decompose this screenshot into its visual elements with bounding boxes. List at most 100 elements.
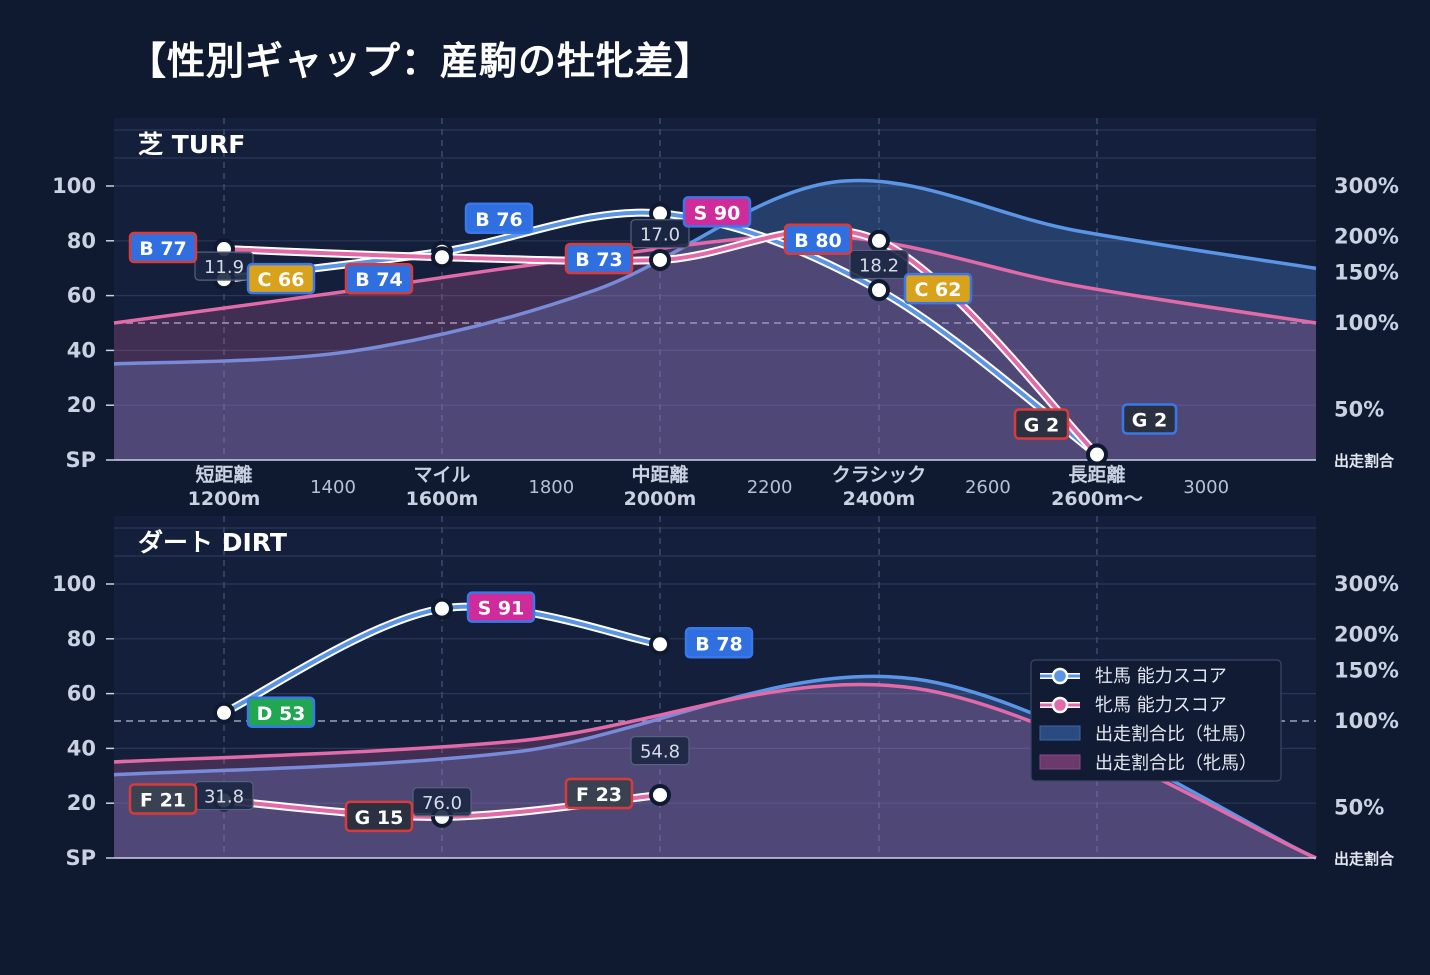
female-ratio-area [114,235,1316,460]
gap-value-box [412,787,472,817]
legend-male-ratio-label: 出走割合比（牡馬） [1095,724,1257,745]
gap-value-box [630,736,690,766]
y-tick-label: SP [65,448,96,472]
right-tick-label: 50% [1334,795,1384,819]
y-tick-label: 80 [67,229,96,253]
male-grade-tag [246,696,316,729]
x-tick-label: 2600 [965,477,1011,498]
y-tick-label: 20 [67,393,96,417]
panel-title: ダート DIRT [138,528,287,557]
x-category-distance: 2600m〜 [1051,488,1143,510]
male-grade-tag [466,591,536,623]
gap-value: 76.0 [422,793,462,814]
right-tick-label: 150% [1334,658,1399,682]
male-score-point [431,597,453,620]
right-tick-label: 200% [1334,225,1399,249]
gap-value-box [849,249,909,280]
x-tick-label: 1400 [310,477,356,498]
right-tick-label: 200% [1334,623,1399,647]
female-score-line [222,227,1099,457]
female-grade-tag-label: F 23 [576,784,622,806]
male-grade-tag-label: D 53 [257,703,306,725]
y-tick-label: 80 [67,627,96,651]
x-tick-label: 2200 [747,477,793,498]
x-category-label: 長距離 [1068,463,1125,486]
legend-female-label: 牝馬 能力スコア [1095,695,1227,716]
male-ratio-line [113,178,1317,366]
gap-value-box [630,219,690,249]
male-grade-tag [684,627,754,659]
female-score-point [868,229,890,252]
gap-value: 31.8 [204,787,244,808]
male-grade-tag [1121,403,1178,435]
male-grade-tag-label: B 78 [695,633,743,655]
female-grade-tag [128,783,198,815]
female-grade-tag-label: B 73 [575,249,623,271]
female-ratio-line [113,233,1317,325]
panel-title: 芝 TURF [138,130,245,159]
female-grade-tag [564,242,634,275]
right-tick-label: 300% [1334,174,1399,198]
right-tick-label: 100% [1334,709,1399,733]
male-grade-tag-label: S 91 [478,598,525,620]
gap-value: 17.0 [640,225,680,246]
female-grade-tag-label: B 80 [794,230,842,252]
female-grade-tag-label: G 15 [355,807,404,829]
x-tick-label: 1800 [528,477,574,498]
x-category-label: クラシック [832,464,927,486]
female-grade-tag [1013,408,1070,440]
male-grade-tag-label: C 62 [915,279,962,301]
legend-male-label: 牡馬 能力スコア [1095,666,1227,687]
male-grade-tag-label: C 66 [258,269,305,291]
turf-panel: 100 80 60 40 20 SP 300% 200% 150% 100% 50% 出走割合 芝 TU… [52,118,1399,510]
legend-female-ratio-label: 出走割合比（牝馬） [1095,753,1257,774]
male-grade-tag-label: S 90 [694,202,741,224]
y-tick-label: SP [65,846,96,870]
right-tick-label: 100% [1334,311,1399,335]
female-grade-tag-label: B 74 [355,269,403,291]
male-grade-tag-label: G 2 [1132,410,1167,432]
male-grade-tag [464,202,534,235]
x-category-distance: 2000m [624,488,697,510]
female-score-point [1086,443,1108,466]
x-category-label: 中距離 [631,463,688,486]
y-tick-label: 40 [67,736,96,760]
legend-male-ratio-swatch [1039,725,1081,741]
gap-value: 54.8 [640,742,680,763]
male-score-point [213,701,235,724]
legend-female-marker [1051,696,1069,714]
x-category-distance: 1600m [406,488,479,510]
legend-male-marker [1051,667,1069,685]
female-grade-tag [783,223,853,256]
right-axis-label: 出走割合 [1334,452,1395,470]
male-grade-tag [246,262,316,295]
right-tick-label: 300% [1334,572,1399,596]
female-score-point [649,248,671,271]
right-tick-label: 50% [1334,397,1384,421]
gap-value: 18.2 [859,255,899,276]
male-score-point [868,279,890,302]
male-score-point [649,633,671,656]
male-grade-tag [903,272,973,305]
female-grade-tag [344,800,414,833]
chart-title: 【性別ギャップ：産駒の牡牝差】 [128,39,714,83]
male-grade-tag [682,196,752,228]
legend-female-ratio-swatch [1039,754,1081,770]
right-axis-label: 出走割合 [1334,850,1395,868]
x-category-distance: 2400m [843,488,916,510]
female-grade-tag-label: F 21 [140,789,186,811]
female-grade-tag [128,231,198,264]
female-grade-tag [564,777,634,810]
x-category-label: 短距離 [195,463,252,486]
gap-value: 11.9 [204,257,244,278]
female-grade-tag-label: G 2 [1024,415,1059,437]
x-tick-label: 3000 [1183,477,1229,498]
y-tick-label: 40 [67,338,96,362]
x-category-distance: 1200m [188,488,261,510]
right-tick-label: 150% [1334,260,1399,284]
y-tick-label: 100 [52,174,96,198]
female-score-point [649,783,671,806]
y-tick-label: 20 [67,791,96,815]
